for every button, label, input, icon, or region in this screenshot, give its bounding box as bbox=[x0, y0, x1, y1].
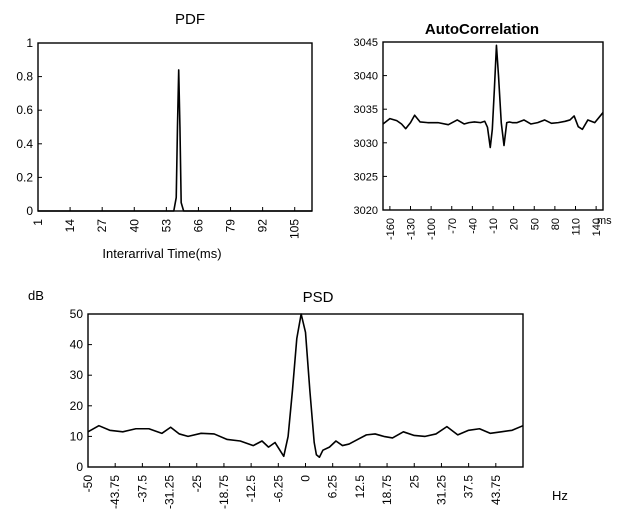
x-tick-label: 27 bbox=[95, 219, 109, 233]
y-tick-label: 3025 bbox=[354, 171, 378, 183]
x-tick-label: -43.75 bbox=[108, 475, 122, 509]
x-tick-label: -10 bbox=[488, 218, 500, 234]
x-tick-label: 66 bbox=[191, 219, 205, 233]
y-tick-label: 0 bbox=[26, 204, 33, 218]
x-tick-label: 12.5 bbox=[353, 475, 367, 499]
x-tick-label: 79 bbox=[224, 219, 238, 233]
x-tick-label: 40 bbox=[127, 219, 141, 233]
pdf-chart: PDF 0 0.2 0.4 0.6 0.8 1 1 14 27 40 53 66 79 92 105 In… bbox=[16, 11, 313, 261]
y-tick-label: 40 bbox=[70, 338, 84, 352]
x-tick-label: 37.5 bbox=[462, 475, 476, 499]
x-tick-label: 1 bbox=[31, 219, 45, 226]
y-tick-label: 3035 bbox=[354, 104, 378, 116]
y-tick-label: 0 bbox=[76, 460, 83, 474]
x-tick-label: -130 bbox=[406, 218, 418, 240]
y-tick-label: 10 bbox=[70, 429, 84, 443]
y-tick-label: 0.2 bbox=[16, 170, 33, 184]
x-tick-label: -31.25 bbox=[163, 475, 177, 509]
x-tick-label: -100 bbox=[426, 218, 438, 240]
psd-series-line bbox=[87, 313, 524, 459]
pdf-xlabel: Interarrival Time(ms) bbox=[102, 246, 221, 261]
psd-ylabel: dB bbox=[28, 288, 44, 303]
x-tick-label: -50 bbox=[81, 475, 95, 493]
x-tick-label: 6.25 bbox=[326, 475, 340, 499]
x-tick-label: -25 bbox=[190, 475, 204, 493]
x-tick-label: 92 bbox=[256, 219, 270, 233]
x-tick-label: -37.5 bbox=[135, 475, 149, 503]
y-tick-label: 3020 bbox=[354, 205, 378, 217]
x-tick-label: -40 bbox=[467, 218, 479, 234]
y-tick-label: 30 bbox=[70, 368, 84, 382]
x-tick-label: -160 bbox=[385, 218, 397, 240]
y-tick-label: 3045 bbox=[354, 37, 378, 49]
autocorrelation-chart: AutoCorrelation 3020 3025 3030 3035 3040 3045… bbox=[354, 21, 613, 240]
autocorrelation-xlabel: ms bbox=[597, 215, 612, 227]
pdf-title: PDF bbox=[175, 11, 205, 28]
y-tick-label: 3030 bbox=[354, 138, 378, 150]
x-tick-label: -70 bbox=[447, 218, 459, 234]
x-tick-label: -12.5 bbox=[244, 475, 258, 503]
y-tick-label: 0.6 bbox=[16, 103, 33, 117]
y-tick-label: 1 bbox=[26, 36, 33, 50]
autocorrelation-series-line bbox=[382, 44, 604, 149]
y-tick-label: 50 bbox=[70, 307, 84, 321]
x-tick-label: 18.75 bbox=[380, 475, 394, 505]
y-tick-label: 0.8 bbox=[16, 70, 33, 84]
x-tick-label: 0 bbox=[299, 475, 313, 482]
x-tick-label: 50 bbox=[529, 218, 541, 230]
psd-title: PSD bbox=[303, 289, 334, 306]
y-tick-label: 0.4 bbox=[16, 137, 33, 151]
y-tick-label: 3040 bbox=[354, 71, 378, 83]
x-tick-label: 31.25 bbox=[434, 475, 448, 505]
autocorrelation-title: AutoCorrelation bbox=[425, 21, 539, 38]
psd-xlabel: Hz bbox=[552, 488, 568, 503]
x-tick-label: -6.25 bbox=[271, 475, 285, 503]
x-tick-label: -18.75 bbox=[217, 475, 231, 509]
y-tick-label: 20 bbox=[70, 399, 84, 413]
pdf-series-line bbox=[38, 69, 312, 212]
x-tick-label: 80 bbox=[550, 218, 562, 230]
pdf-plot-frame bbox=[37, 42, 313, 212]
x-tick-label: 43.75 bbox=[489, 475, 503, 505]
x-tick-label: 25 bbox=[407, 475, 421, 489]
x-tick-label: 14 bbox=[63, 219, 77, 233]
x-tick-label: 105 bbox=[288, 219, 302, 239]
x-tick-label: 53 bbox=[159, 219, 173, 233]
x-tick-label: 20 bbox=[509, 218, 521, 230]
x-tick-label: 140 bbox=[591, 218, 603, 236]
x-tick-label: 110 bbox=[571, 218, 583, 236]
